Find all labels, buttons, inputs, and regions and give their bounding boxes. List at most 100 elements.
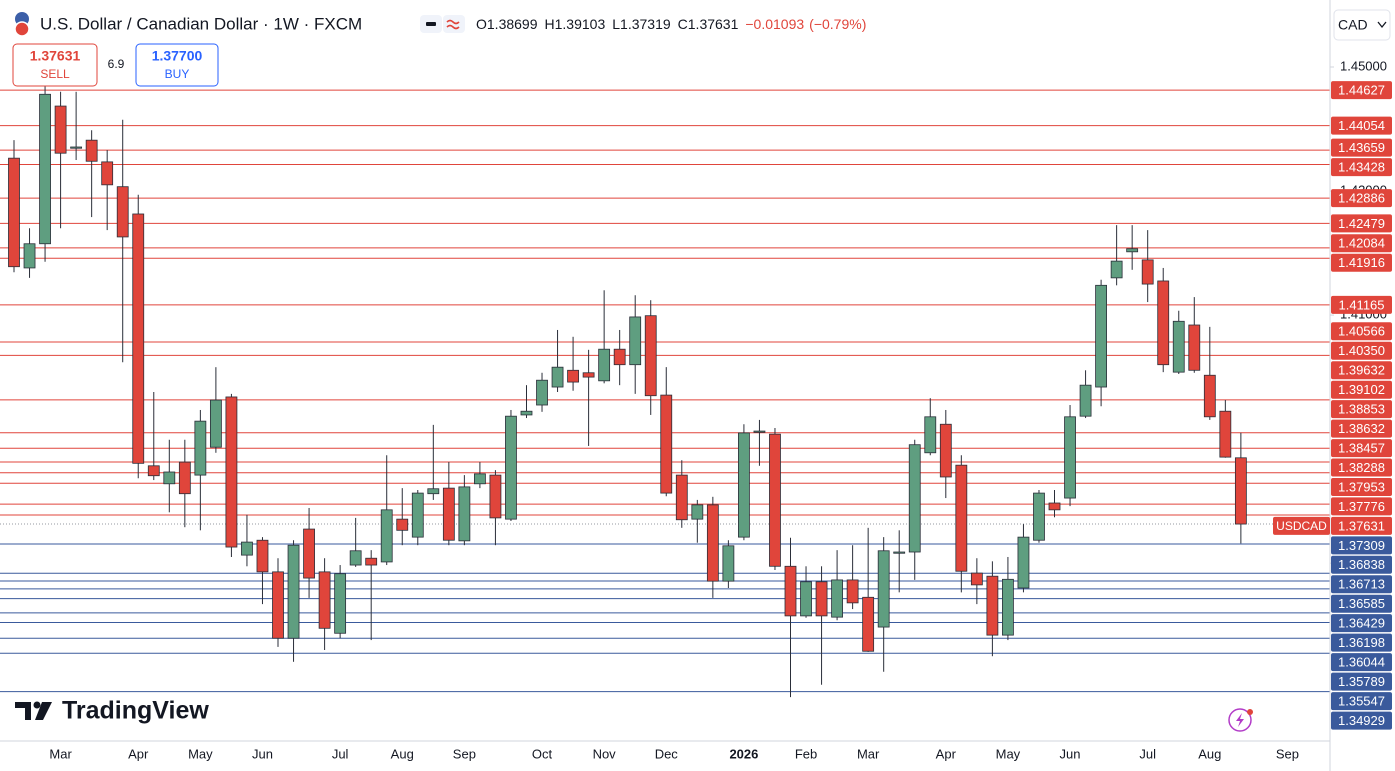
candle-body xyxy=(1141,259,1154,285)
x-tick-label: Jul xyxy=(332,746,349,761)
candle-body xyxy=(318,571,331,629)
level-label-box xyxy=(1331,614,1392,633)
level-label: 1.38288 xyxy=(1338,460,1385,475)
currency-button[interactable] xyxy=(1333,9,1391,41)
candle-body xyxy=(753,430,766,433)
x-tick-label: Apr xyxy=(936,746,957,761)
candle-body xyxy=(163,471,176,485)
symbol-tag: USDCAD xyxy=(1276,519,1327,533)
candle-body xyxy=(147,465,160,477)
candle-body xyxy=(924,416,937,454)
buy-button[interactable] xyxy=(135,43,219,87)
level-label-box xyxy=(1331,458,1392,477)
level-label-box xyxy=(1331,138,1392,157)
x-tick-label: May xyxy=(996,746,1021,761)
candle-body xyxy=(8,157,20,268)
candle-body xyxy=(1172,320,1185,373)
level-label-box xyxy=(1331,158,1392,177)
candle-body xyxy=(489,474,502,519)
sell-button[interactable] xyxy=(12,43,98,87)
x-tick-label: Sep xyxy=(453,746,476,761)
candle-body xyxy=(427,488,440,495)
level-label: 1.40566 xyxy=(1338,324,1385,339)
level-label-box xyxy=(1331,295,1392,314)
candle-body xyxy=(70,146,83,149)
candle-body xyxy=(986,575,999,636)
level-label-box xyxy=(1331,497,1392,516)
candle-body xyxy=(1219,410,1232,458)
candle-body xyxy=(1048,502,1061,511)
ohlc-value: 1.37631 xyxy=(688,16,739,32)
candle-body xyxy=(505,415,517,520)
ohlc-prefix: H xyxy=(545,16,555,32)
candle-body xyxy=(1126,248,1139,253)
candle-body xyxy=(1188,324,1201,371)
level-label-box xyxy=(1331,439,1392,458)
level-label-box xyxy=(1331,672,1392,691)
candle-body xyxy=(101,161,114,186)
level-label: 1.36713 xyxy=(1338,577,1385,592)
x-tick-label: Mar xyxy=(857,746,880,761)
logo-dot xyxy=(33,701,41,709)
candle-body xyxy=(85,139,98,162)
level-label: 1.36838 xyxy=(1338,557,1385,572)
level-label-box xyxy=(1331,536,1392,555)
candle-body xyxy=(1234,457,1247,525)
candle-body xyxy=(225,396,238,548)
header: U.S. Dollar / Canadian Dollar · 1W · FXC… xyxy=(14,12,866,37)
level-label: 1.44054 xyxy=(1338,118,1385,133)
candle-body xyxy=(396,518,409,531)
candle-body xyxy=(303,528,315,579)
y-tick-label: 1.45000 xyxy=(1340,58,1387,73)
level-label-box xyxy=(1331,380,1392,399)
level-label-box xyxy=(1331,361,1392,380)
candle-body xyxy=(1157,280,1170,366)
level-label: 1.36429 xyxy=(1338,616,1385,631)
candle-body xyxy=(116,186,129,238)
x-tick-label: Apr xyxy=(128,746,149,761)
level-label-box xyxy=(1331,189,1392,208)
candle-body xyxy=(256,539,269,573)
symbol-title: U.S. Dollar / Canadian Dollar · 1W · FXC… xyxy=(40,14,362,33)
candle-body xyxy=(551,366,564,388)
candle-body xyxy=(660,394,673,494)
level-label: 1.36198 xyxy=(1338,635,1385,650)
level-label: 1.35547 xyxy=(1338,694,1385,709)
candle-body xyxy=(287,544,300,639)
level-label-box xyxy=(1331,594,1392,613)
level-label: 1.39102 xyxy=(1338,382,1385,397)
buy-price: 1.37700 xyxy=(152,48,203,64)
candles-layer xyxy=(8,84,1247,698)
compare-icon xyxy=(446,19,460,30)
candle-body xyxy=(536,379,548,406)
ohlc-prefix: C xyxy=(678,16,688,32)
candle-body xyxy=(831,579,843,618)
candle-body xyxy=(567,369,579,383)
level-label-box xyxy=(1331,81,1392,100)
logo-v xyxy=(35,702,52,720)
currency: CAD xyxy=(1338,17,1368,33)
candle-body xyxy=(1110,260,1123,279)
candle-body xyxy=(722,545,735,582)
candle-body xyxy=(1017,536,1030,589)
candle-body xyxy=(473,473,486,485)
candle-body xyxy=(893,551,906,554)
watermark-text: TradingView xyxy=(62,697,209,725)
candle-body xyxy=(675,474,688,521)
level-label: 1.43659 xyxy=(1338,140,1385,155)
candle-body xyxy=(769,433,781,567)
level-label: 1.39632 xyxy=(1338,363,1385,378)
level-label: 1.42886 xyxy=(1338,191,1385,206)
candle-body xyxy=(194,420,207,476)
candle-body xyxy=(1203,374,1216,418)
candle-body xyxy=(970,572,983,586)
compare-button[interactable] xyxy=(443,15,465,33)
x-tick-label: Aug xyxy=(1198,746,1221,761)
ohlc-prefix: L xyxy=(612,16,620,32)
candle-body xyxy=(132,213,145,464)
candle-body xyxy=(272,571,284,639)
candle-body xyxy=(908,444,921,553)
level-label-box xyxy=(1331,400,1392,419)
